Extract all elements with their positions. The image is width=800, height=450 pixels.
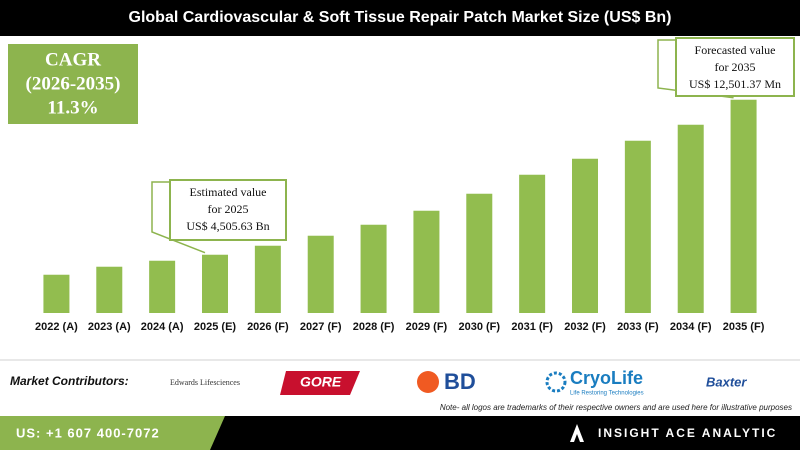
callout-box — [675, 37, 795, 97]
bar — [149, 260, 176, 313]
bar — [677, 124, 704, 314]
cagr-label: CAGR — [45, 49, 101, 70]
bar — [624, 140, 651, 313]
x-tick-label: 2028 (F) — [353, 321, 395, 333]
logo-cryolife-icon — [545, 371, 567, 393]
x-tick-label: 2025 (E) — [194, 321, 237, 333]
callout-text: US$ 4,505.63 Bn — [186, 219, 269, 233]
logo-gore-shape — [280, 371, 360, 395]
bar — [202, 254, 228, 313]
footer-logo-icon — [570, 424, 584, 442]
x-tick-label: 2035 (F) — [723, 321, 765, 333]
x-tick-label: 2022 (A) — [35, 321, 78, 333]
bar — [413, 210, 440, 313]
bar — [466, 193, 493, 313]
x-tick-label: 2027 (F) — [300, 321, 342, 333]
footer-phone: US: +1 607 400-7072 — [16, 425, 160, 440]
callout-text: Forecasted value — [695, 43, 776, 57]
callout-pointer — [151, 181, 206, 254]
callout-box — [169, 179, 287, 241]
footer-brand: INSIGHT ACE ANALYTIC — [598, 426, 777, 440]
x-tick-label: 2033 (F) — [617, 321, 659, 333]
cagr-value: 11.3% — [47, 97, 98, 118]
title-bar — [0, 0, 800, 36]
x-tick-label: 2024 (A) — [141, 321, 184, 333]
contributors-label: Market Contributors: — [10, 374, 129, 388]
logo-bd-text: BD — [444, 369, 476, 394]
x-tick-label: 2034 (F) — [670, 321, 712, 333]
logo-gore: GORE — [280, 371, 360, 395]
footer-phone-bg — [0, 416, 225, 450]
logo-note: Note- all logos are trademarks of their … — [440, 403, 792, 412]
bar — [43, 274, 70, 313]
x-tick-label: 2026 (F) — [247, 321, 289, 333]
bar — [307, 235, 334, 313]
x-tick-label: 2029 (F) — [406, 321, 448, 333]
callout-text: for 2035 — [715, 60, 756, 74]
logo-cryolife-tagline: Life Restoring Technologies — [570, 391, 644, 397]
logo-baxter: Baxter — [706, 374, 747, 389]
bar — [96, 266, 123, 313]
x-tick-label: 2032 (F) — [564, 321, 606, 333]
logo-bd-icon — [417, 371, 439, 393]
logo-cryolife-text: CryoLife — [570, 368, 643, 388]
callout-text: US$ 12,501.37 Mn — [689, 77, 781, 91]
x-tick-label: 2023 (A) — [88, 321, 131, 333]
callout-text: for 2025 — [208, 202, 249, 216]
cagr-box — [8, 44, 138, 124]
bar — [360, 224, 387, 313]
chart-title: Global Cardiovascular & Soft Tissue Repa… — [129, 9, 672, 26]
bar — [730, 99, 757, 313]
x-tick-label: 2031 (F) — [511, 321, 553, 333]
bar — [254, 245, 281, 313]
callout-text: Estimated value — [190, 185, 267, 199]
logo-edwards: Edwards Lifesciences — [170, 378, 240, 387]
x-tick-label: 2030 (F) — [458, 321, 500, 333]
logo-gore-text: GORE — [300, 374, 342, 390]
bar — [572, 158, 598, 313]
cagr-period: (2026-2035) — [26, 73, 121, 94]
bar — [519, 174, 546, 313]
